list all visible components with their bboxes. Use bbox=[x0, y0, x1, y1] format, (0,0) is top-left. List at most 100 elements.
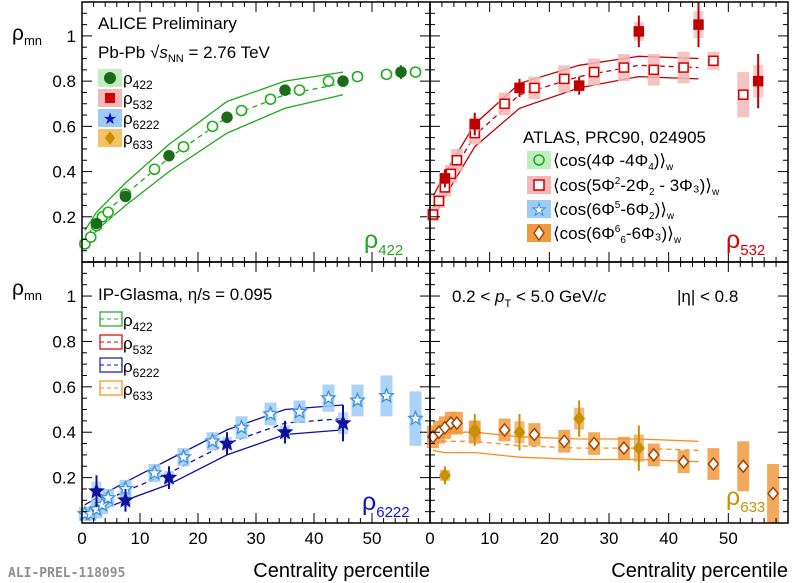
x-tick-label: 20 bbox=[189, 529, 208, 548]
atlas-point bbox=[351, 70, 364, 83]
atlas-point bbox=[235, 104, 248, 117]
alice-point bbox=[90, 217, 103, 230]
atlas-point bbox=[322, 75, 335, 87]
header-atlas: ATLAS, PRC90, 024905 bbox=[523, 128, 706, 147]
legend-marker-star: ★ bbox=[532, 202, 546, 219]
alice-point bbox=[573, 411, 586, 426]
legend-band bbox=[527, 151, 551, 169]
x-tick-label: 50 bbox=[719, 529, 738, 548]
legend-label: ρ532 bbox=[123, 334, 153, 357]
alice-point bbox=[469, 118, 480, 130]
alice-point bbox=[468, 422, 481, 438]
panel-top-right bbox=[426, 1, 789, 263]
alice-point bbox=[337, 75, 349, 87]
alice-point bbox=[160, 468, 178, 485]
legend-label: ⟨cos(5Φ2-2Φ2 - 3Φ₃)⟩w bbox=[553, 176, 720, 198]
legend-label: ρ422 bbox=[123, 69, 153, 92]
legend-entry-model-532: ρ532 bbox=[99, 334, 153, 357]
atlas-point bbox=[262, 405, 279, 422]
atlas-point bbox=[204, 432, 221, 449]
x-tick-label: 40 bbox=[659, 529, 678, 548]
atlas-point bbox=[498, 422, 511, 438]
panel-frame bbox=[81, 1, 431, 263]
y-tick-label: 0.8 bbox=[52, 332, 76, 351]
x-tick-label: 40 bbox=[305, 529, 324, 548]
alice-point bbox=[218, 434, 236, 451]
legend-entry-cos6-2: ★ ⟨cos(6Φ5-6Φ2)⟩w bbox=[527, 200, 675, 222]
alice-point bbox=[221, 111, 233, 124]
atlas-point bbox=[708, 55, 719, 67]
legend-label: ρ633 bbox=[123, 380, 153, 403]
legend-entry-rho532: ρ532 bbox=[98, 89, 153, 112]
y-tick-label: 0.6 bbox=[52, 378, 76, 397]
legend-entry-cos5: ⟨cos(5Φ2-2Φ2 - 3Φ₃)⟩w bbox=[527, 176, 720, 198]
atlas-point bbox=[409, 66, 422, 78]
legend-entry-rho6222: ★ ρ6222 bbox=[98, 109, 160, 132]
x-tick-label: 20 bbox=[540, 529, 559, 548]
legend-band bbox=[527, 200, 551, 218]
header-eta: |η| < 0.8 bbox=[677, 287, 738, 306]
alice-point bbox=[514, 82, 525, 94]
alice-point bbox=[439, 173, 451, 184]
atlas-point bbox=[558, 434, 571, 449]
panel-label-532: ρ532 bbox=[726, 226, 765, 259]
panels: 0.20.40.60.810.20.40.60.810 10 20 30 40 50 0 10… bbox=[52, 1, 789, 548]
legend-label: ⟨cos(4Φ -4Φ4)⟩w bbox=[553, 151, 674, 173]
x-tick-label: 10 bbox=[480, 529, 499, 548]
alice-point bbox=[163, 149, 175, 162]
alice-point bbox=[276, 423, 294, 440]
atlas-point bbox=[677, 454, 690, 469]
alice-point bbox=[279, 84, 291, 96]
legend-marker-circle bbox=[104, 72, 116, 84]
legend-marker-diamond bbox=[533, 224, 545, 242]
model-lower-line bbox=[432, 75, 699, 220]
footer-id: ALI-PREL-118095 bbox=[8, 566, 125, 581]
legend-entry-model-6222: ρ6222 bbox=[99, 357, 160, 380]
ipglasma-legend: ρ422 ρ532 ρ6222 ρ633 bbox=[99, 311, 160, 403]
legend-label: ρ532 bbox=[123, 89, 153, 112]
legend-label: ρ633 bbox=[123, 129, 153, 152]
atlas-point bbox=[559, 73, 570, 85]
panel-label-633: ρ633 bbox=[726, 483, 765, 516]
atlas-point bbox=[647, 447, 660, 463]
atlas-point bbox=[528, 427, 541, 442]
alice-point bbox=[334, 414, 352, 431]
legend-marker-square bbox=[533, 179, 545, 191]
atlas-point bbox=[433, 195, 445, 207]
atlas-point bbox=[450, 415, 463, 431]
legend-marker-star: ★ bbox=[103, 111, 117, 128]
header-system: Pb-Pb √sNN = 2.76 TeV bbox=[98, 43, 271, 65]
x-axis-title-right: Centrality percentile bbox=[611, 560, 788, 582]
atlas-point bbox=[177, 140, 190, 153]
y-tick-label: 0.6 bbox=[52, 117, 76, 136]
atlas-point bbox=[99, 489, 117, 506]
header-alice: ALICE Preliminary bbox=[98, 14, 237, 33]
atlas-point bbox=[499, 98, 510, 109]
legend-entry-rho633: ρ633 bbox=[98, 129, 153, 152]
alice-point bbox=[513, 425, 526, 440]
legend-entry-rho422: ρ422 bbox=[98, 69, 153, 92]
atlas-point bbox=[588, 436, 601, 451]
atlas-point bbox=[678, 62, 689, 73]
atlas-point bbox=[407, 409, 424, 426]
y-axis-title-bottom: ρmn bbox=[12, 277, 42, 303]
header-ipglasma: IP-Glasma, η/s = 0.095 bbox=[98, 285, 272, 304]
x-axis-title-left: Centrality percentile bbox=[253, 560, 430, 582]
legend-label: ρ6222 bbox=[123, 109, 160, 132]
alice-point bbox=[117, 491, 134, 508]
x-tick-label: 10 bbox=[131, 529, 150, 548]
legend-band bbox=[98, 109, 122, 127]
legend-marker-square bbox=[105, 93, 115, 103]
legend-entry-cos6-3: ⟨cos(6Φ66-6Φ₃)⟩w bbox=[527, 224, 682, 246]
atlas-point bbox=[320, 389, 337, 406]
alice-point bbox=[119, 190, 132, 203]
panel-bottom-right: 0 10 20 30 40 50 bbox=[425, 261, 789, 548]
legend-label: ρ6222 bbox=[123, 357, 160, 380]
panel-bottom-left: 0.20.40.60.810 10 20 30 40 50 bbox=[52, 261, 431, 548]
panel-label-6222: ρ6222 bbox=[362, 488, 410, 521]
legend-entry-model-422: ρ422 bbox=[99, 311, 153, 334]
legend-entry-cos4: ⟨cos(4Φ -4Φ4)⟩w bbox=[527, 151, 674, 173]
atlas-point bbox=[378, 387, 395, 404]
atlas-point bbox=[380, 68, 393, 81]
